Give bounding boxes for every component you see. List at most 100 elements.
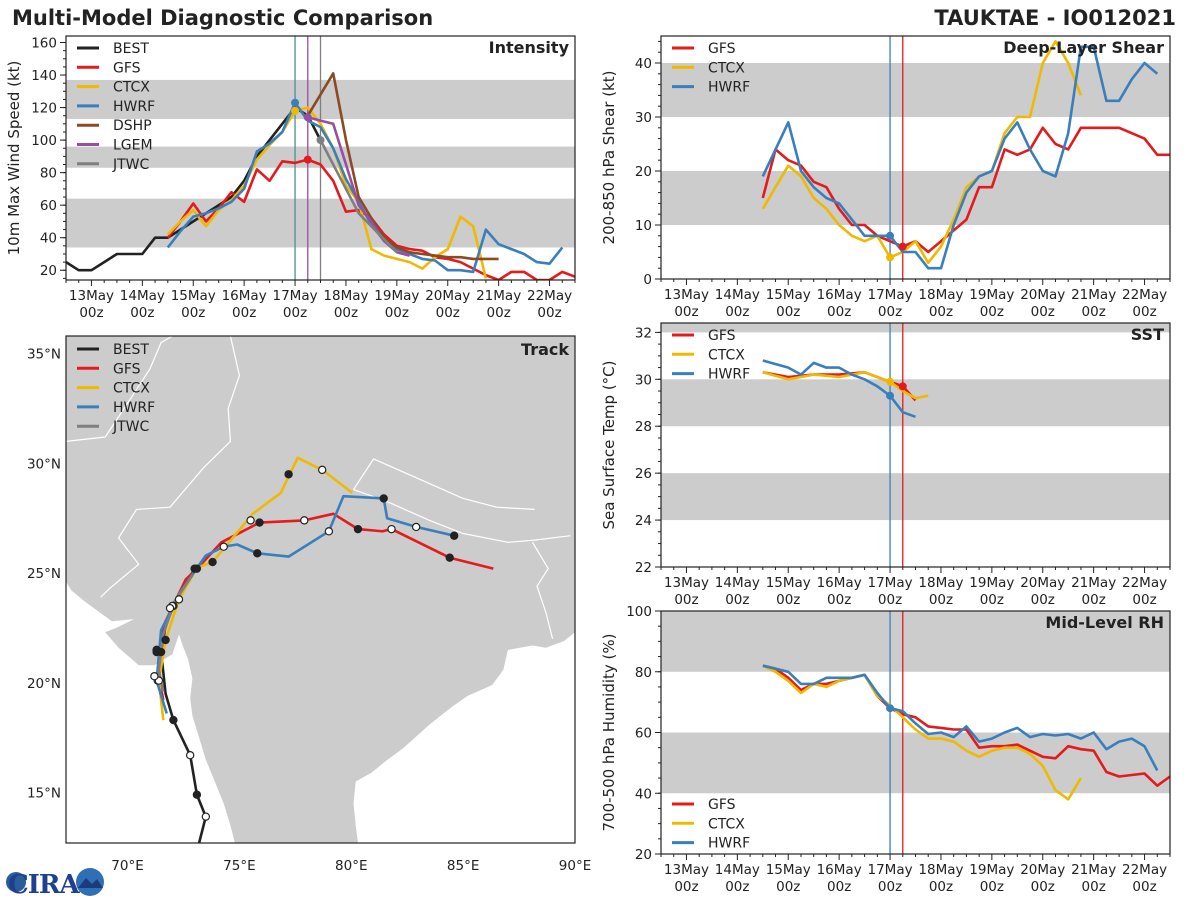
map-frame xyxy=(65,335,576,844)
x-tick-hour: 00z xyxy=(334,305,358,321)
marker-gfs xyxy=(898,242,907,251)
y-tick-label: 20 xyxy=(635,847,652,863)
x-tick-hour: 00z xyxy=(725,879,749,895)
lon-tick-label: 85°E xyxy=(447,858,479,874)
x-tick-hour: 00z xyxy=(1031,592,1055,608)
panel-track: 15°N 20°N 25°N 30°N 35°N 70°E 75°E 80°E 85°E 90°E… xyxy=(27,335,591,874)
track-position-marker xyxy=(255,518,264,527)
marker-hwrf xyxy=(886,391,895,400)
x-tick-day: 18May xyxy=(918,287,963,303)
y-tick-label: 32 xyxy=(635,325,652,341)
x-tick-hour: 00z xyxy=(929,879,953,895)
y-tick-label: 40 xyxy=(635,786,652,802)
x-tick-hour: 00z xyxy=(283,305,307,321)
axis-margin xyxy=(661,279,1170,310)
y-tick-label: 80 xyxy=(635,665,652,681)
lon-tick-label: 75°E xyxy=(223,858,255,874)
marker-gfs xyxy=(303,155,312,164)
x-tick-day: 20May xyxy=(425,288,470,304)
legend-label: CTCX xyxy=(113,381,150,397)
axis-margin xyxy=(661,854,1170,885)
x-tick-day: 15May xyxy=(766,575,811,591)
marker-lgem xyxy=(303,113,312,122)
x-tick-hour: 00z xyxy=(827,879,851,895)
legend-label: CTCX xyxy=(708,60,745,76)
track-position-marker xyxy=(246,516,255,525)
panel-title: Deep-Layer Shear xyxy=(1003,38,1164,57)
lon-tick-label: 90°E xyxy=(559,858,591,874)
x-tick-hour: 00z xyxy=(1082,304,1106,320)
y-tick-label: 40 xyxy=(635,56,652,72)
panel-title: SST xyxy=(1131,325,1164,344)
x-tick-hour: 00z xyxy=(929,592,953,608)
x-tick-day: 13May xyxy=(664,287,709,303)
marker-ctcx xyxy=(886,377,895,386)
threshold-band xyxy=(661,63,1170,117)
lat-tick-label: 20°N xyxy=(27,676,61,692)
x-tick-day: 20May xyxy=(1020,287,1065,303)
x-tick-hour: 00z xyxy=(232,305,256,321)
marker-jtwc xyxy=(316,136,325,145)
x-tick-hour: 00z xyxy=(980,304,1004,320)
cira-logo: CIRA xyxy=(6,868,104,900)
y-tick-label: 100 xyxy=(31,133,57,149)
panel-intensity: 2040608010012014016013May00z14May00z15Ma… xyxy=(5,35,576,321)
x-tick-day: 20May xyxy=(1020,862,1065,878)
legend-label: LGEM xyxy=(113,138,153,154)
legend-label: GFS xyxy=(708,797,736,813)
series-line-ctcx xyxy=(761,40,1083,265)
x-tick-day: 13May xyxy=(69,288,114,304)
threshold-band xyxy=(661,732,1170,794)
mountain-icon xyxy=(78,878,103,888)
lon-tick-label: 70°E xyxy=(111,858,143,874)
y-tick-label: 160 xyxy=(31,36,57,52)
x-tick-day: 13May xyxy=(664,575,709,591)
marker-hwrf xyxy=(886,704,895,713)
x-tick-day: 21May xyxy=(476,288,521,304)
legend-label: GFS xyxy=(113,60,141,76)
track-position-marker xyxy=(219,542,228,551)
legend-label: DSHP xyxy=(113,118,152,134)
legend-label: CTCX xyxy=(708,816,745,832)
lon-tick-label: 80°E xyxy=(335,858,367,874)
x-tick-hour: 00z xyxy=(1132,592,1156,608)
logo-text: CIRA xyxy=(8,870,80,900)
series-line-gfs xyxy=(761,126,1170,254)
track-position-marker xyxy=(192,564,202,573)
x-tick-hour: 00z xyxy=(980,592,1004,608)
x-tick-day: 17May xyxy=(868,862,913,878)
lat-tick-label: 30°N xyxy=(27,456,61,472)
x-tick-day: 21May xyxy=(1071,287,1116,303)
panel-title: Intensity xyxy=(489,38,570,57)
y-axis-label: Sea Surface Temp (°C) xyxy=(600,360,618,529)
series-line-hwrf xyxy=(762,664,1159,772)
x-tick-hour: 00z xyxy=(980,879,1004,895)
x-tick-day: 19May xyxy=(969,862,1014,878)
x-tick-day: 19May xyxy=(969,575,1014,591)
threshold-band xyxy=(661,611,1170,672)
x-tick-day: 22May xyxy=(1122,287,1167,303)
legend-label: HWRF xyxy=(708,80,750,96)
track-position-marker xyxy=(208,557,217,567)
x-tick-hour: 00z xyxy=(929,304,953,320)
legend-label: JTWC xyxy=(112,419,150,435)
country-border xyxy=(352,458,535,510)
threshold-band xyxy=(661,171,1170,225)
x-tick-hour: 00z xyxy=(1132,304,1156,320)
x-tick-day: 14May xyxy=(715,575,760,591)
threshold-band xyxy=(661,323,1170,333)
x-tick-day: 22May xyxy=(527,288,572,304)
y-tick-label: 120 xyxy=(31,101,57,117)
threshold-band xyxy=(661,379,1170,427)
track-position-marker xyxy=(324,527,334,536)
x-tick-hour: 00z xyxy=(674,879,698,895)
series-line-ctcx xyxy=(762,664,1083,801)
y-tick-label: 60 xyxy=(635,726,652,742)
track-position-marker xyxy=(353,524,363,534)
track-position-marker xyxy=(449,531,459,540)
x-tick-hour: 00z xyxy=(181,305,205,321)
x-tick-hour: 00z xyxy=(878,592,902,608)
x-tick-hour: 00z xyxy=(385,305,409,321)
x-tick-hour: 00z xyxy=(725,304,749,320)
